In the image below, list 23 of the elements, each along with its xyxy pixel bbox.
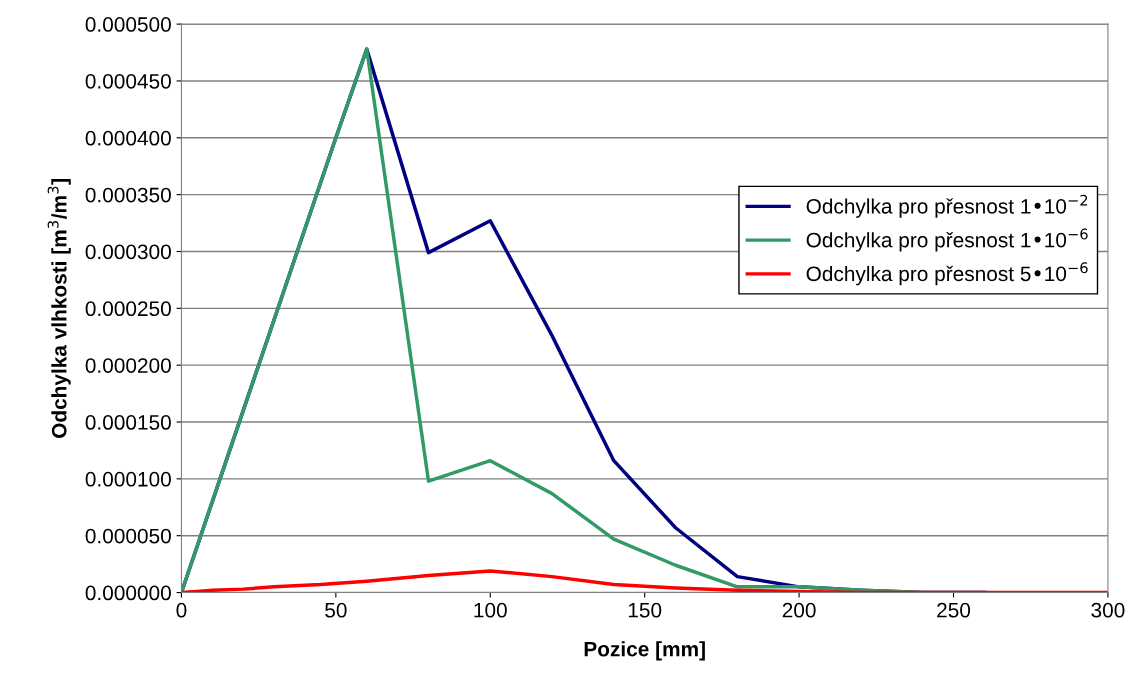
x-tick-label: 200 [782, 602, 816, 618]
x-axis-title: Pozice [mm] [584, 641, 705, 661]
x-tick-label: 100 [474, 602, 507, 618]
y-tick-label: 0.000350 [85, 187, 171, 203]
x-tick-label: 0 [176, 602, 187, 618]
y-tick-label: 0.000100 [85, 471, 171, 487]
x-tick-label: 150 [628, 602, 662, 618]
y-axis-title: Odchylka vlhkosti [m$^{3}$/m$^{3}$] [47, 179, 71, 438]
y-tick-label: 0.000250 [85, 301, 171, 317]
y-tick-label: 0.000000 [85, 585, 171, 601]
y-tick-label: 0.000050 [85, 528, 171, 544]
y-tick-label: 0.000450 [85, 73, 171, 89]
y-tick-label: 0.000150 [85, 415, 171, 430]
x-tick-label: 50 [325, 602, 347, 618]
y-tick-label: 0.000300 [85, 244, 171, 260]
x-tick-label: 250 [937, 602, 971, 618]
legend-label: Odchylka pro přesnost 1•10$^{−6}$ [806, 228, 1088, 252]
legend-label: Odchylka pro přesnost 1•10$^{−2}$ [806, 194, 1088, 218]
y-tick-label: 0.000500 [85, 17, 171, 32]
x-tick-label: 300 [1091, 602, 1125, 618]
legend-label: Odchylka pro přesnost 5•10$^{−6}$ [806, 262, 1088, 286]
y-tick-label: 0.000200 [85, 358, 171, 373]
y-tick-label: 0.000400 [85, 130, 171, 146]
